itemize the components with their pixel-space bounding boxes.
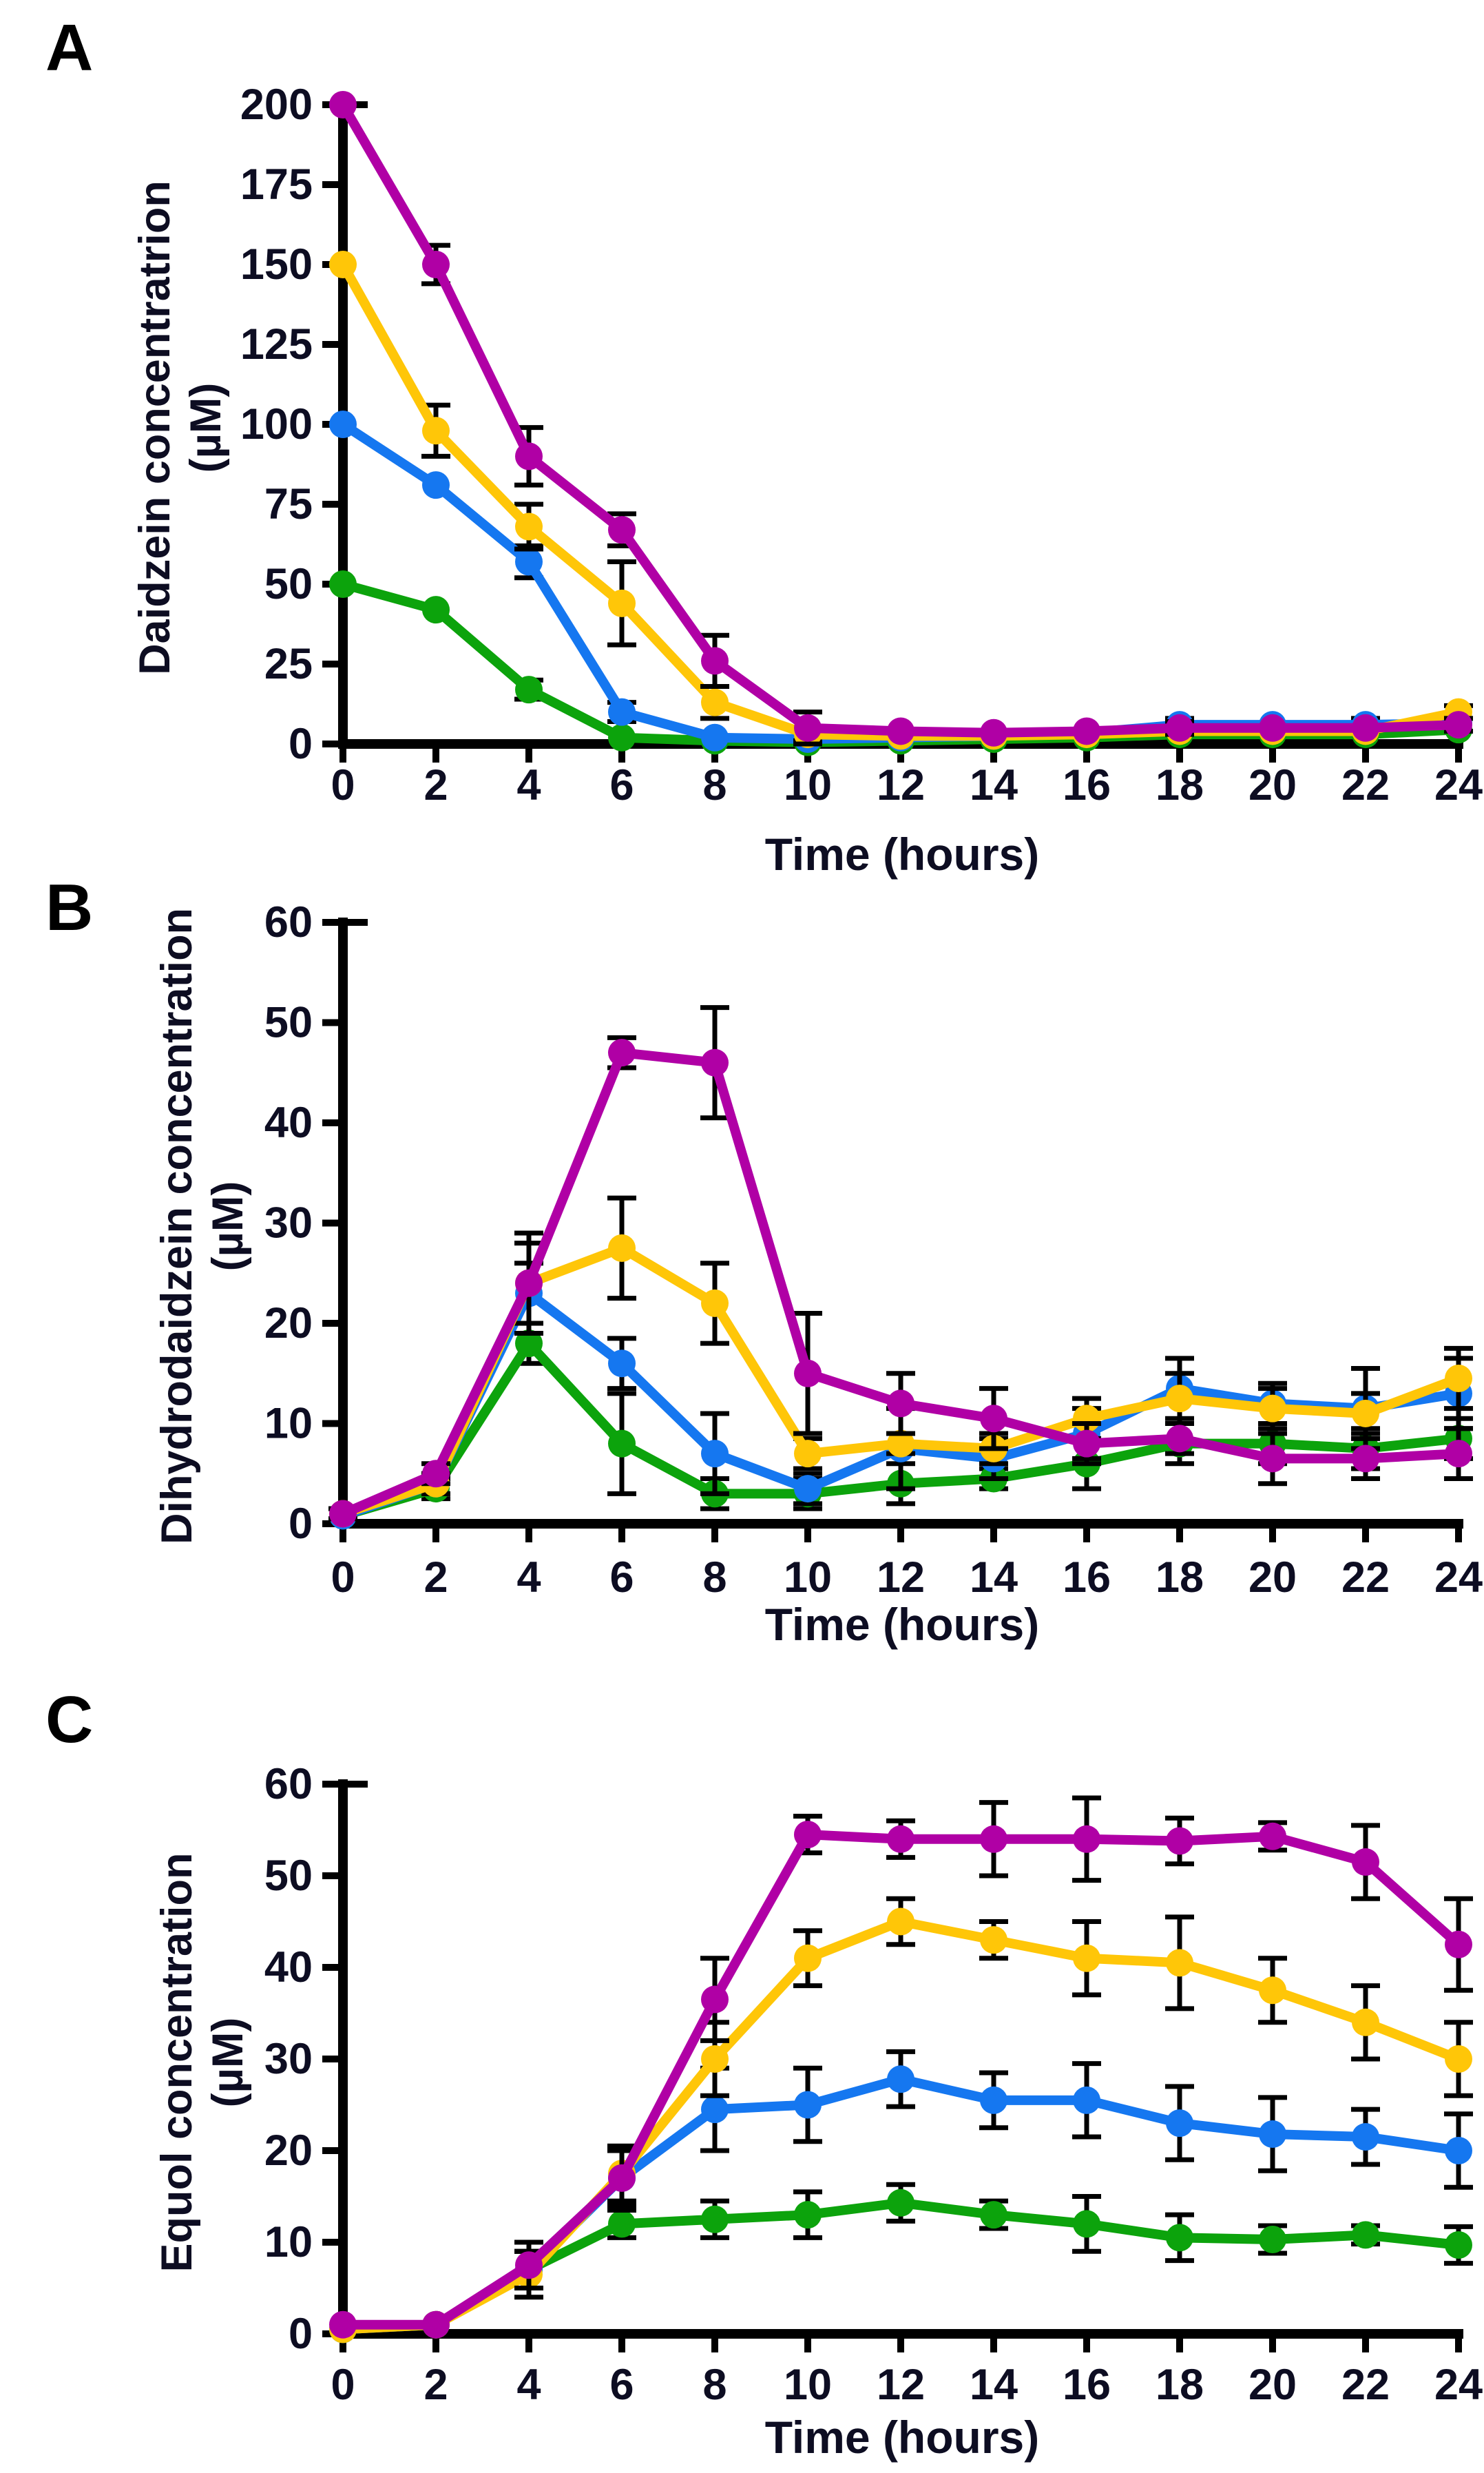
- svg-text:6: 6: [609, 2361, 634, 2409]
- svg-text:25: 25: [264, 640, 313, 688]
- panel-c-letter: C: [45, 1683, 94, 1757]
- svg-text:14: 14: [970, 2361, 1018, 2409]
- svg-text:6: 6: [609, 1553, 634, 1602]
- panel-b-x-axis-label: Time (hours): [764, 1599, 1040, 1650]
- panel-a: A Daidzein concentratrion (µM) 0 25 50 75 10…: [0, 0, 1484, 880]
- svg-text:0: 0: [331, 1553, 355, 1602]
- svg-text:2: 2: [424, 2361, 448, 2409]
- svg-text:20: 20: [1248, 761, 1297, 809]
- svg-text:12: 12: [877, 2361, 925, 2409]
- svg-text:20: 20: [264, 1299, 313, 1347]
- svg-text:8: 8: [702, 1553, 727, 1602]
- svg-text:75: 75: [264, 480, 313, 528]
- svg-text:10: 10: [264, 1400, 313, 1448]
- svg-text:12: 12: [877, 1553, 925, 1602]
- svg-text:8: 8: [702, 2361, 727, 2409]
- svg-text:50: 50: [264, 560, 313, 608]
- svg-text:0: 0: [289, 1500, 313, 1548]
- svg-text:150: 150: [240, 240, 313, 289]
- svg-text:10: 10: [784, 1553, 832, 1602]
- svg-text:0: 0: [331, 761, 355, 809]
- svg-text:100: 100: [240, 400, 313, 448]
- svg-text:24: 24: [1434, 2361, 1483, 2409]
- svg-text:16: 16: [1063, 1553, 1111, 1602]
- svg-text:0: 0: [289, 2310, 313, 2358]
- svg-text:18: 18: [1156, 1553, 1204, 1602]
- svg-text:18: 18: [1156, 761, 1204, 809]
- svg-text:60: 60: [264, 898, 313, 946]
- svg-text:24: 24: [1434, 761, 1483, 809]
- svg-text:175: 175: [240, 161, 313, 209]
- svg-text:16: 16: [1063, 2361, 1111, 2409]
- svg-text:0: 0: [331, 2361, 355, 2409]
- svg-text:22: 22: [1341, 1553, 1390, 1602]
- svg-text:12: 12: [877, 761, 925, 809]
- svg-text:4: 4: [516, 2361, 541, 2409]
- svg-text:22: 22: [1341, 2361, 1390, 2409]
- svg-text:0: 0: [289, 720, 313, 768]
- svg-text:16: 16: [1063, 761, 1111, 809]
- svg-text:30: 30: [264, 2035, 313, 2083]
- svg-text:4: 4: [516, 761, 541, 809]
- svg-text:20: 20: [264, 2127, 313, 2175]
- svg-text:4: 4: [516, 1553, 541, 1602]
- svg-text:2: 2: [424, 761, 448, 809]
- svg-text:6: 6: [609, 761, 634, 809]
- svg-text:20: 20: [1248, 2361, 1297, 2409]
- panel-a-letter: A: [45, 11, 94, 85]
- svg-text:24: 24: [1434, 1553, 1483, 1602]
- svg-text:200: 200: [240, 81, 313, 129]
- svg-text:10: 10: [264, 2218, 313, 2266]
- panel-a-x-axis-label: Time (hours): [764, 829, 1040, 880]
- panel-b-letter: B: [45, 871, 94, 944]
- svg-text:14: 14: [970, 761, 1018, 809]
- svg-text:8: 8: [702, 761, 727, 809]
- svg-text:125: 125: [240, 320, 313, 369]
- svg-text:20: 20: [1248, 1553, 1297, 1602]
- panel-b: B Dihydrodaidzein concentration (µM) 0 10…: [0, 861, 1484, 1684]
- svg-text:50: 50: [264, 999, 313, 1047]
- svg-text:40: 40: [264, 1943, 313, 1991]
- svg-text:40: 40: [264, 1099, 313, 1147]
- svg-text:30: 30: [264, 1199, 313, 1248]
- svg-text:10: 10: [784, 2361, 832, 2409]
- svg-text:10: 10: [784, 761, 832, 809]
- svg-text:60: 60: [264, 1760, 313, 1808]
- panel-c: C Equol concentration (µM) 0 10 20 30 40 50 60…: [0, 1684, 1484, 2473]
- svg-text:2: 2: [424, 1553, 448, 1602]
- svg-text:22: 22: [1341, 761, 1390, 809]
- svg-text:14: 14: [970, 1553, 1018, 1602]
- svg-text:18: 18: [1156, 2361, 1204, 2409]
- panel-c-x-axis-label: Time (hours): [764, 2412, 1040, 2463]
- svg-text:50: 50: [264, 1852, 313, 1900]
